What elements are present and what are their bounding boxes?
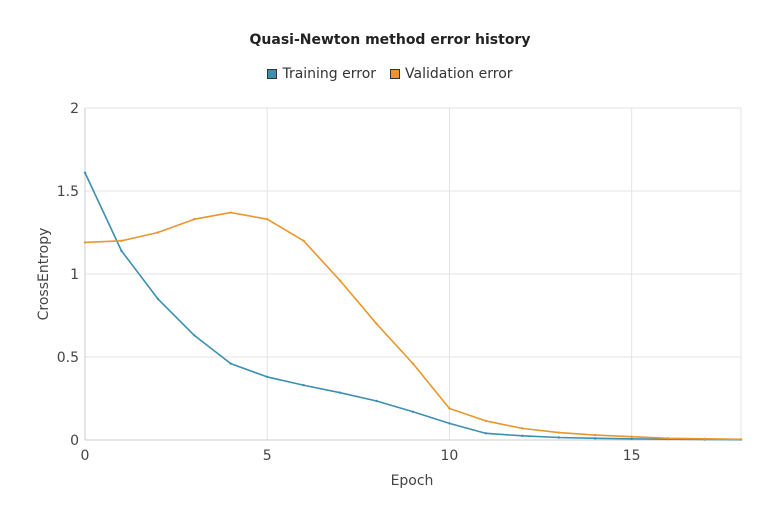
data-point-training [266,375,269,379]
x-tick-label: 10 [441,448,459,464]
data-point-validation [156,231,160,234]
x-axis-label: Epoch [391,473,434,489]
y-tick-label: 2 [70,101,79,117]
data-point-validation [338,279,342,282]
legend-label-training: Training error [282,66,377,82]
data-point-validation [411,362,415,365]
data-point-validation [594,433,597,437]
chart-title: Quasi-Newton method error history [249,32,531,48]
data-point-validation [120,239,123,242]
data-point-validation [375,322,378,325]
y-tick-label: 1.5 [57,184,79,200]
data-point-validation [521,427,524,430]
y-tick-label: 0.5 [57,350,79,366]
legend-item-training[interactable]: Training error [267,66,376,82]
data-point-training [338,391,342,394]
data-point-validation [739,438,743,441]
data-point-validation [266,218,269,221]
x-tick-label: 15 [623,448,641,464]
legend-label-validation: Validation error [405,66,513,82]
data-point-validation [703,437,706,441]
y-tick-label: 0 [70,433,79,449]
data-point-training [521,434,524,438]
data-point-validation [229,211,232,214]
legend: Training error Validation error [0,66,780,82]
data-point-training [156,297,160,301]
data-point-training [557,436,560,439]
data-point-training [375,399,378,403]
data-point-training [484,432,488,435]
data-point-validation [666,437,670,440]
data-point-validation [484,419,488,423]
data-point-validation [83,241,87,244]
series-line-validation [84,211,742,441]
data-point-training [448,422,451,425]
data-point-training [594,437,597,440]
data-point-validation [448,407,451,410]
data-point-training [83,171,87,174]
data-point-validation [302,239,305,242]
x-tick-label: 5 [263,448,272,464]
data-point-training [229,362,232,365]
legend-swatch-training [267,69,278,79]
data-point-training [120,249,123,252]
data-point-validation [193,218,196,221]
y-tick-label: 1 [70,267,79,283]
legend-swatch-validation [390,69,401,79]
legend-item-validation[interactable]: Validation error [390,66,513,82]
data-point-training [193,334,196,337]
series-line-training [84,172,742,441]
data-point-training [411,410,415,413]
y-axis-label: CrossEntropy [36,228,52,321]
data-point-validation [630,435,633,438]
data-point-validation [557,431,560,434]
x-tick-label: 0 [81,448,90,464]
data-point-training [302,384,305,387]
data-point-training [630,437,633,441]
